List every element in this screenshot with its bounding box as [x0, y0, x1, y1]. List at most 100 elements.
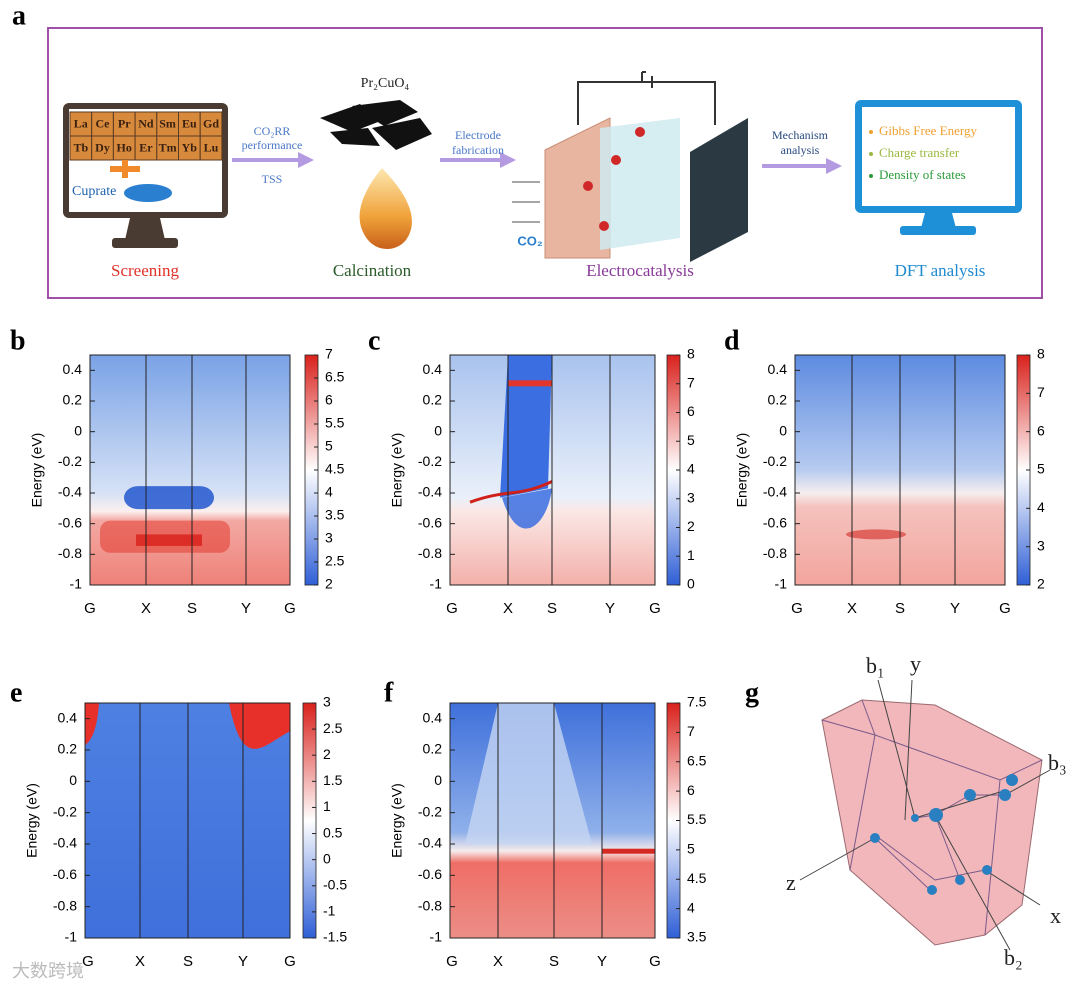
k-point	[1006, 774, 1018, 786]
axis-label: x	[1050, 903, 1061, 928]
y-tick-label: 0.4	[423, 709, 443, 725]
y-tick-label: -0.8	[418, 545, 442, 561]
element-symbol: Ho	[117, 140, 132, 154]
colorbar-tick-label: 3	[325, 530, 333, 546]
colorbar-tick-label: -1.5	[323, 929, 347, 945]
y-tick-label: -0.2	[53, 803, 77, 819]
k-point	[982, 865, 992, 875]
axis-label: b₂	[1004, 945, 1023, 970]
colorbar-tick-label: 2	[687, 518, 695, 534]
colorbar-tick-label: 3	[687, 489, 695, 505]
watermark: 大数跨境	[12, 961, 84, 981]
y-axis-label: Energy (eV)	[389, 433, 405, 508]
x-tick-label: G	[791, 600, 803, 617]
y-tick-label: -0.4	[53, 835, 77, 851]
co2-label: CO₂	[517, 233, 543, 248]
axis-label: z	[786, 870, 796, 895]
axis-label: b₁	[866, 653, 885, 678]
colorbar-tick-label: 3	[1037, 537, 1045, 553]
axis-label: y	[910, 651, 921, 676]
y-tick-label: -0.6	[53, 866, 77, 882]
colorbar-tick-label: 4.5	[325, 461, 345, 477]
element-symbol: Eu	[182, 116, 197, 130]
colorbar-tick-label: 4	[687, 899, 695, 915]
element-symbol: Sm	[159, 116, 176, 130]
y-tick-label: 0.2	[58, 741, 78, 757]
step-label: Calcination	[333, 261, 412, 280]
y-tick-label: -0.8	[763, 545, 787, 561]
colorbar-tick-label: 7	[325, 346, 333, 362]
x-tick-label: G	[649, 600, 661, 617]
element-symbol: Nd	[138, 116, 154, 130]
y-axis-label: Energy (eV)	[24, 783, 40, 858]
flame	[359, 168, 412, 249]
element-symbol: Tb	[73, 140, 88, 154]
y-tick-label: 0	[779, 422, 787, 438]
arrow-label: fabrication	[452, 143, 504, 157]
y-tick-label: 0	[434, 772, 442, 788]
dft-item: Charge transfer	[879, 145, 960, 160]
x-tick-label: G	[446, 953, 458, 970]
y-tick-label: -0.2	[58, 453, 82, 469]
colorbar-tick-label: 7	[687, 374, 695, 390]
colorbar-tick-label: 5	[1037, 461, 1045, 477]
arrow-head	[826, 158, 842, 174]
monitor-base	[900, 226, 976, 235]
panel-label: c	[368, 325, 380, 356]
colorbar-tick-label: 5	[325, 438, 333, 454]
y-tick-label: -0.4	[58, 484, 82, 500]
k-point	[870, 833, 880, 843]
arrow-head	[298, 152, 314, 168]
colorbar-tick-label: 8	[1037, 346, 1045, 362]
colorbar-tick-label: 4.5	[687, 870, 707, 886]
counter-electrode	[690, 118, 748, 262]
k-point	[911, 814, 919, 822]
panel-label: g	[745, 677, 759, 708]
arrow-head	[500, 152, 516, 168]
k-point	[927, 885, 937, 895]
arrow-label: CO₂RR	[254, 124, 291, 138]
monitor-stand	[125, 218, 165, 240]
monitor-screen	[862, 107, 1015, 206]
flakes	[320, 100, 432, 150]
colorbar-tick-label: -0.5	[323, 876, 347, 892]
brillouin-zone	[821, 699, 1043, 946]
colorbar-tick-label: -1	[323, 903, 336, 919]
membrane	[600, 118, 680, 250]
colorbar-tick-label: 2	[1037, 576, 1045, 592]
y-axis-label: Energy (eV)	[29, 433, 45, 508]
x-tick-label: S	[547, 600, 557, 617]
heatmap-feature	[136, 534, 202, 546]
y-tick-label: 0.4	[58, 709, 78, 725]
y-tick-label: -0.8	[58, 545, 82, 561]
zone-edges	[821, 699, 1043, 936]
y-tick-label: -0.2	[418, 453, 442, 469]
periodic-table: La Ce Pr Nd Sm Eu Gd Tb Dy Ho Er Tm Yb Lu	[69, 111, 223, 161]
molecule	[599, 221, 609, 231]
panel-frame	[47, 27, 1043, 299]
y-tick-label: -0.2	[763, 453, 787, 469]
panel-label: f	[384, 677, 394, 708]
y-tick-label: -1	[70, 576, 83, 592]
heatmap-feature	[500, 355, 552, 498]
y-tick-label: 0.2	[63, 392, 83, 408]
x-tick-label: G	[446, 600, 458, 617]
colorbar-tick-label: 0	[687, 576, 695, 592]
heatmap-feature	[508, 380, 552, 387]
colorbar-tick-label: 2.5	[325, 553, 345, 569]
colorbar-tick-label: 7.5	[687, 694, 707, 710]
colorbar	[302, 702, 317, 939]
colorbar-tick-label: 8	[687, 346, 695, 362]
y-tick-label: 0.4	[768, 361, 788, 377]
colorbar-tick-label: 6.5	[325, 369, 345, 385]
x-tick-label: S	[187, 600, 197, 617]
k-point	[929, 808, 943, 822]
colorbar-tick-label: 5.5	[325, 415, 345, 431]
colorbar-tick-label: 3.5	[325, 507, 345, 523]
y-tick-label: 0.4	[423, 361, 443, 377]
axis-label: b₃	[1048, 750, 1067, 775]
compound-label: Pr₂CuO₄	[361, 76, 410, 91]
bullet	[869, 152, 873, 156]
x-tick-label: Y	[605, 600, 615, 617]
